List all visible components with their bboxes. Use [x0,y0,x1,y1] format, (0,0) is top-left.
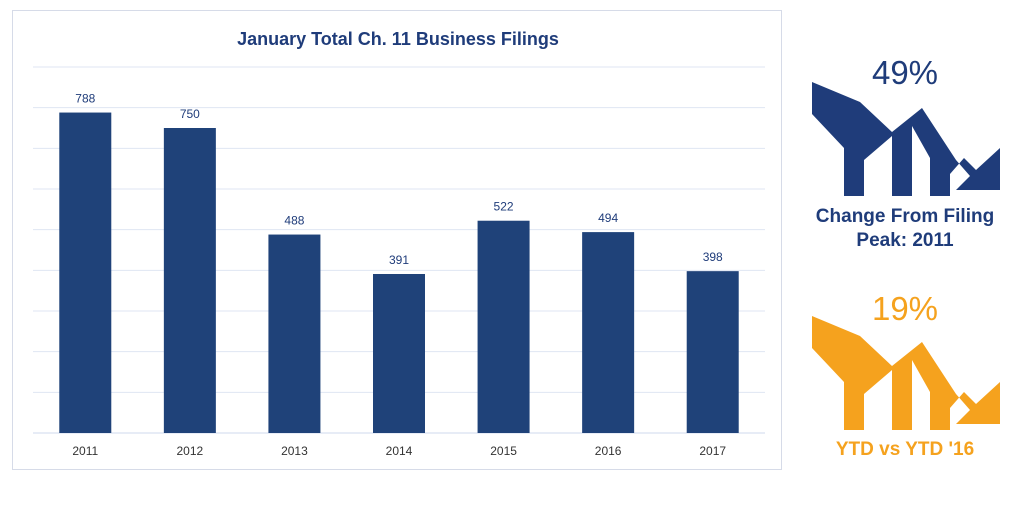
x-tick-label-2015: 2015 [490,444,517,458]
data-label-2013: 488 [284,214,304,228]
down-trend-chart-icon [812,82,1000,196]
data-label-2011: 788 [75,92,95,106]
data-label-2016: 494 [598,211,618,225]
chart-title: January Total Ch. 11 Business Filings [237,29,559,49]
bar-chart: 788 2011 750 2012 488 2013 391 2014 522 2015 494 20… [33,66,765,458]
data-label-2012: 750 [180,107,200,121]
bar-2016 [582,232,635,433]
x-tick-label-2017: 2017 [699,444,726,458]
x-tick-label-2011: 2011 [72,444,98,458]
bar-2017 [686,271,739,433]
bar-2011 [59,112,112,434]
down-trend-chart-icon [812,316,1000,430]
stat-peak-change-value: 49% [871,54,939,91]
chart-panel: January Total Ch. 11 Business Filings 78… [12,10,782,470]
bar-2015 [477,220,530,433]
x-tick-label-2013: 2013 [281,444,308,458]
data-label-2014: 391 [389,253,409,267]
data-label-2017: 398 [703,250,723,264]
stat-ytd-change-label: YTD vs YTD '16 [835,439,975,460]
x-tick-label-2016: 2016 [595,444,622,458]
x-tick-label-2014: 2014 [386,444,413,458]
stat-ytd-change-value: 19% [871,290,939,327]
data-label-2015: 522 [494,200,514,214]
bar-2013 [268,234,321,433]
bar-2014 [373,273,425,433]
stat-peak-change-label: Change From Filing Peak: 2011 [815,206,995,251]
bar-2012 [163,128,216,433]
x-tick-label-2012: 2012 [177,444,204,458]
